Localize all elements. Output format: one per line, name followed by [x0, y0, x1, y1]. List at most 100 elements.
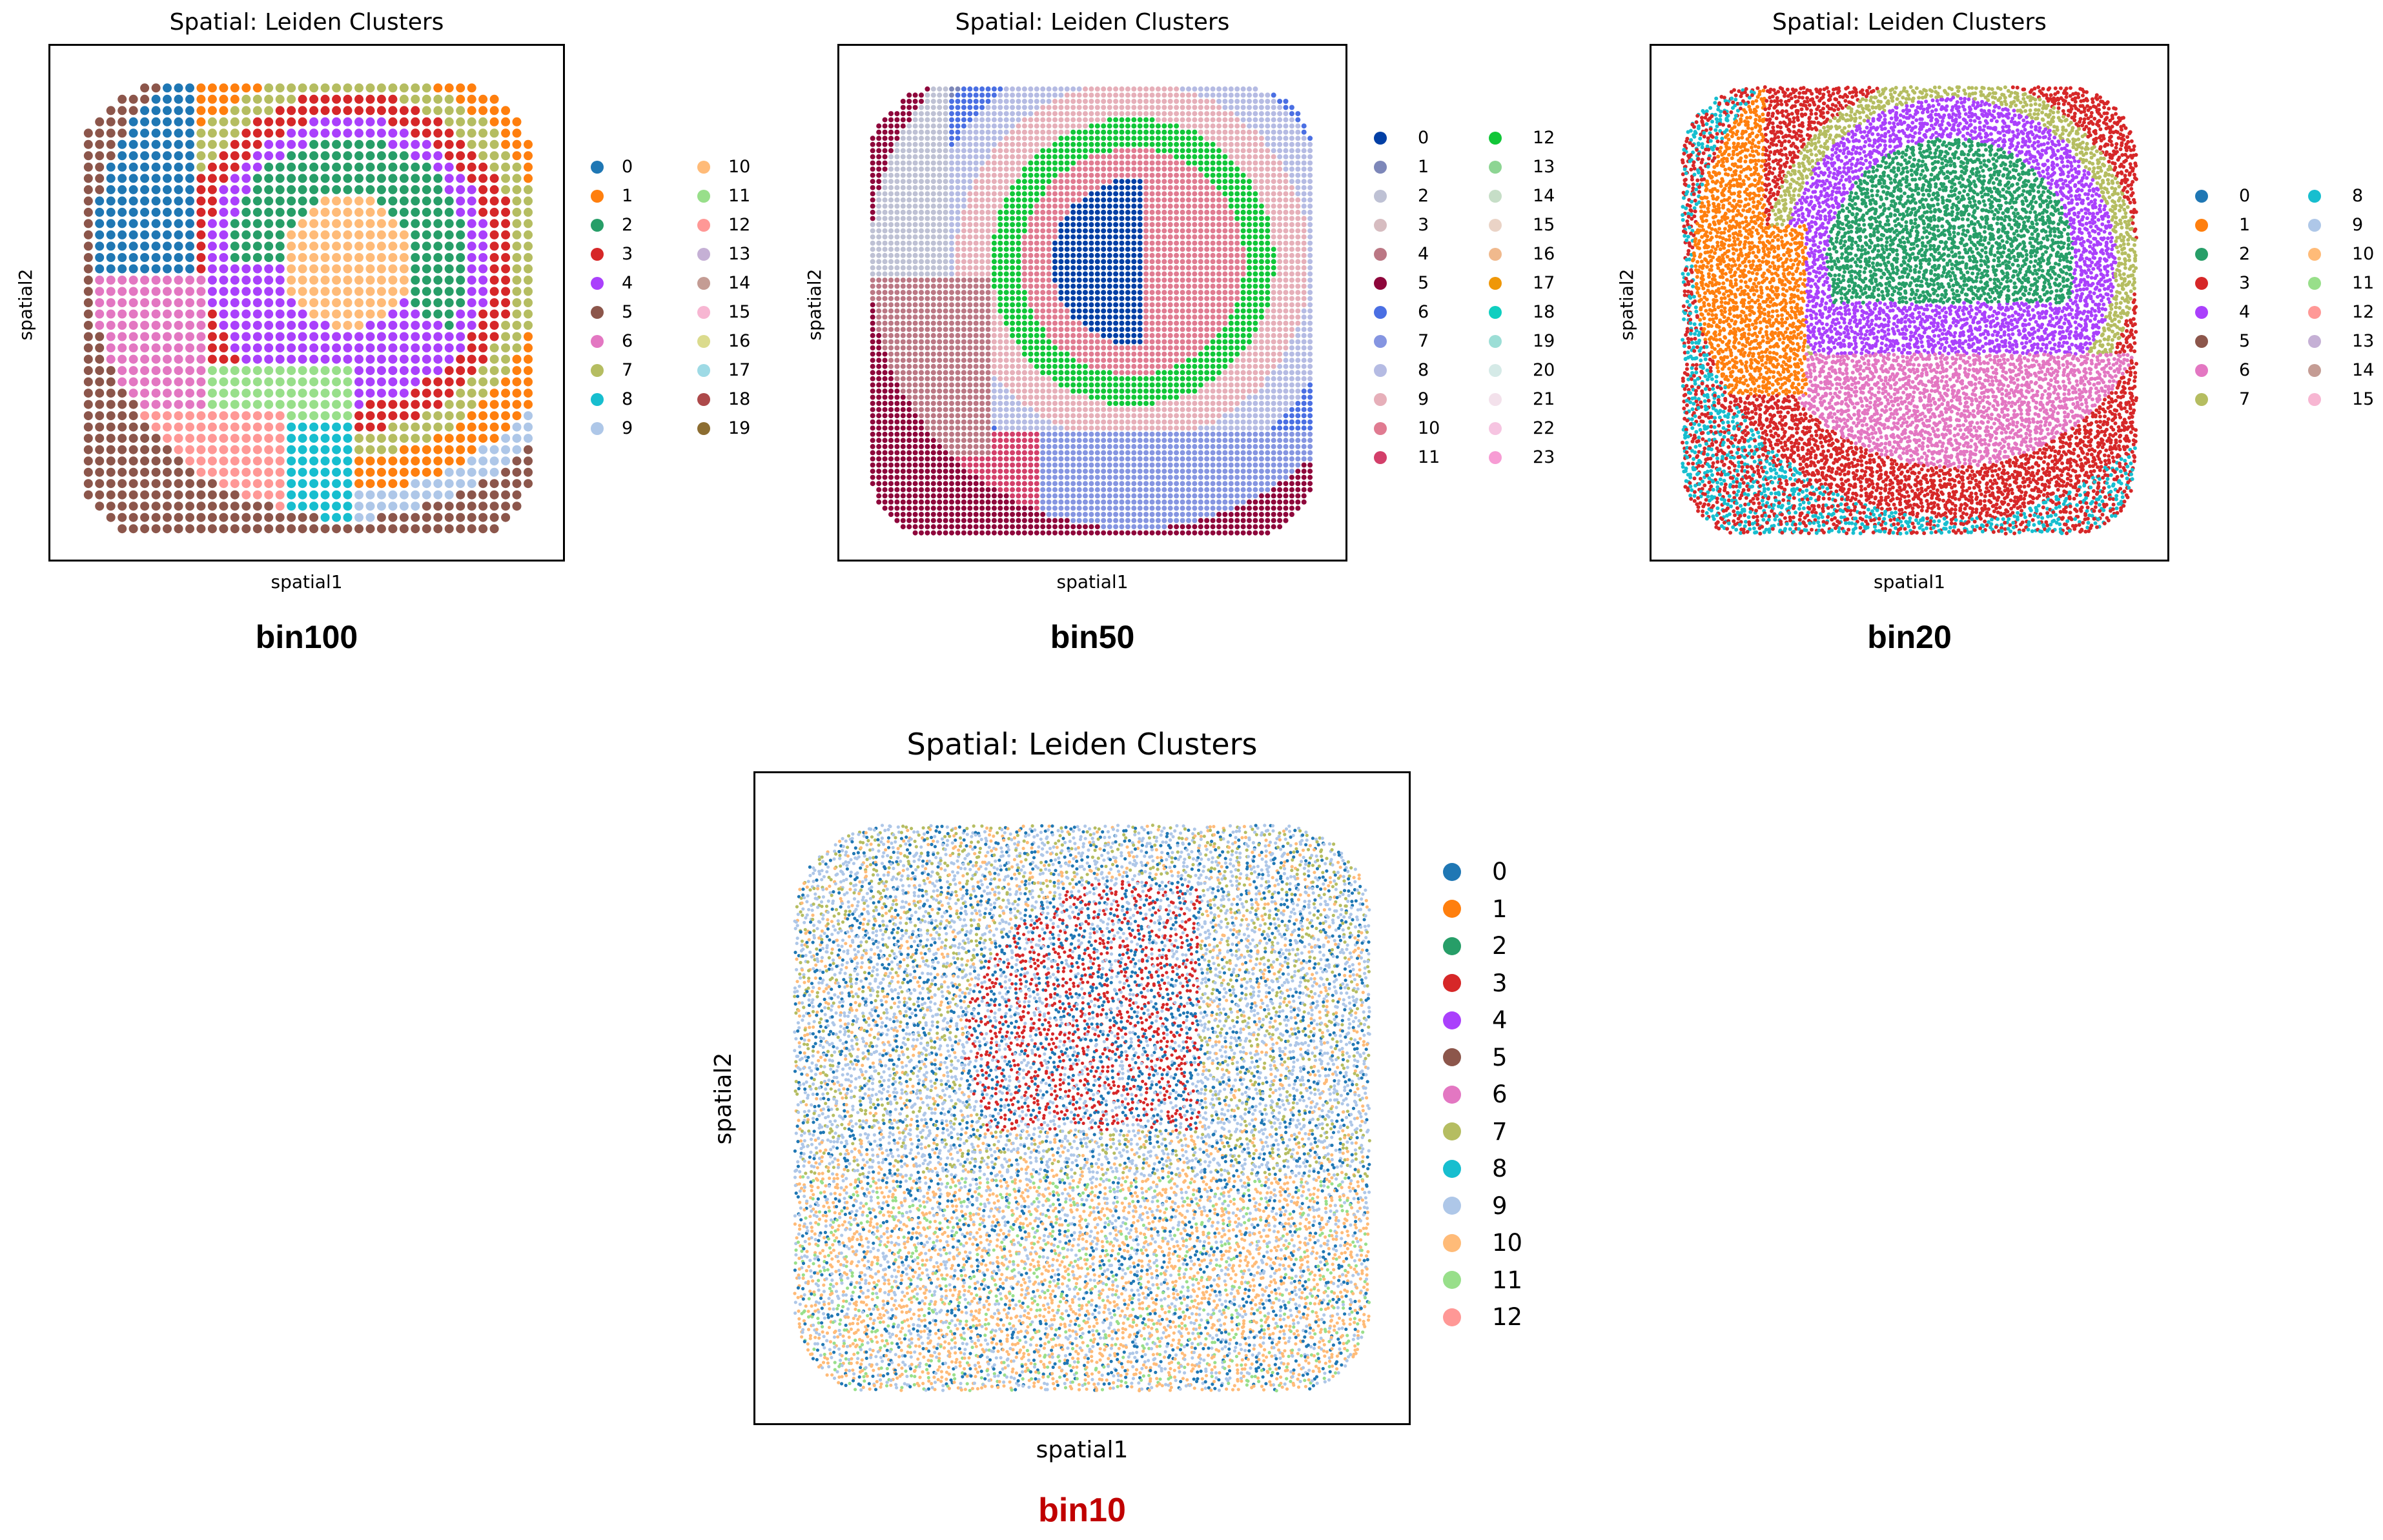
- spot: [1265, 197, 1271, 203]
- spot: [1301, 345, 1307, 350]
- spot: [1186, 185, 1191, 190]
- spot: [252, 332, 262, 341]
- spot: [1240, 216, 1246, 221]
- spot: [1052, 216, 1058, 221]
- spot: [1131, 327, 1137, 332]
- spot: [478, 400, 488, 409]
- spot: [354, 321, 363, 330]
- spot: [309, 434, 319, 443]
- spot: [1076, 327, 1082, 332]
- spot: [241, 264, 251, 274]
- spot: [1046, 278, 1052, 283]
- spot: [489, 287, 499, 296]
- spot: [1216, 351, 1222, 357]
- spot: [1180, 148, 1185, 154]
- spot: [1094, 339, 1100, 345]
- spot: [264, 128, 274, 138]
- spot: [1076, 265, 1082, 270]
- spot: [196, 422, 206, 432]
- spot: [961, 167, 966, 172]
- spot: [320, 354, 330, 364]
- spot: [388, 467, 398, 477]
- spot: [411, 309, 420, 319]
- spot: [1143, 209, 1149, 215]
- spot: [1301, 327, 1307, 332]
- spot: [151, 219, 161, 228]
- spot: [320, 287, 330, 296]
- spot: [1180, 154, 1185, 159]
- spot: [1192, 167, 1198, 172]
- spot: [1295, 265, 1301, 270]
- spot: [275, 377, 285, 387]
- spot: [1040, 345, 1046, 350]
- spot: [991, 141, 997, 147]
- spot: [1149, 296, 1155, 301]
- spot: [83, 467, 93, 477]
- spot: [1240, 136, 1246, 141]
- spot: [501, 162, 511, 172]
- spot: [1003, 117, 1009, 123]
- spot: [919, 92, 924, 98]
- spot: [365, 321, 375, 330]
- spot: [343, 512, 353, 522]
- spot: [955, 332, 961, 338]
- spot: [1052, 203, 1058, 209]
- spot: [919, 228, 924, 234]
- spot: [1094, 345, 1100, 350]
- spot: [230, 151, 240, 161]
- spot: [388, 343, 398, 352]
- spot: [1271, 259, 1276, 265]
- spot: [882, 197, 888, 203]
- spot: [1258, 345, 1264, 350]
- spot: [1228, 259, 1234, 265]
- spot: [207, 94, 217, 104]
- spot: [997, 86, 1003, 92]
- spot: [95, 207, 105, 217]
- spot: [444, 502, 454, 511]
- spot: [949, 265, 954, 270]
- spot: [456, 309, 465, 319]
- spot: [106, 207, 116, 217]
- spot: [937, 240, 943, 246]
- spot: [1143, 271, 1149, 277]
- spot: [320, 389, 330, 398]
- spot: [196, 94, 206, 104]
- spot: [925, 160, 930, 166]
- spot: [354, 162, 363, 172]
- spot: [1295, 228, 1301, 234]
- spot: [1210, 209, 1216, 215]
- spot: [128, 332, 138, 341]
- spot: [925, 259, 930, 265]
- spot: [1076, 234, 1082, 240]
- spot: [1125, 308, 1130, 314]
- spot: [354, 456, 363, 466]
- spot: [937, 308, 943, 314]
- spot: [1253, 271, 1258, 277]
- spot: [320, 83, 330, 93]
- spot: [1094, 191, 1100, 197]
- spot: [997, 363, 1003, 369]
- spot: [1295, 314, 1301, 320]
- spot: [1101, 123, 1107, 129]
- spot: [1174, 92, 1180, 98]
- spot: [1089, 154, 1094, 159]
- spot: [343, 411, 353, 421]
- spot: [912, 197, 918, 203]
- spot: [1204, 92, 1210, 98]
- spot: [1034, 179, 1039, 185]
- spot: [1119, 296, 1125, 301]
- spot: [411, 422, 420, 432]
- spot: [900, 302, 906, 308]
- spot: [1258, 172, 1264, 178]
- y-axis-label: spatial2: [15, 240, 37, 369]
- spot: [1258, 191, 1264, 197]
- spot: [1265, 172, 1271, 178]
- spot: [943, 345, 948, 350]
- spot: [1119, 92, 1125, 98]
- spot: [900, 148, 906, 154]
- spot: [1058, 358, 1064, 363]
- spot: [1192, 234, 1198, 240]
- spot: [422, 434, 431, 443]
- spot: [1228, 278, 1234, 283]
- spot: [320, 445, 330, 454]
